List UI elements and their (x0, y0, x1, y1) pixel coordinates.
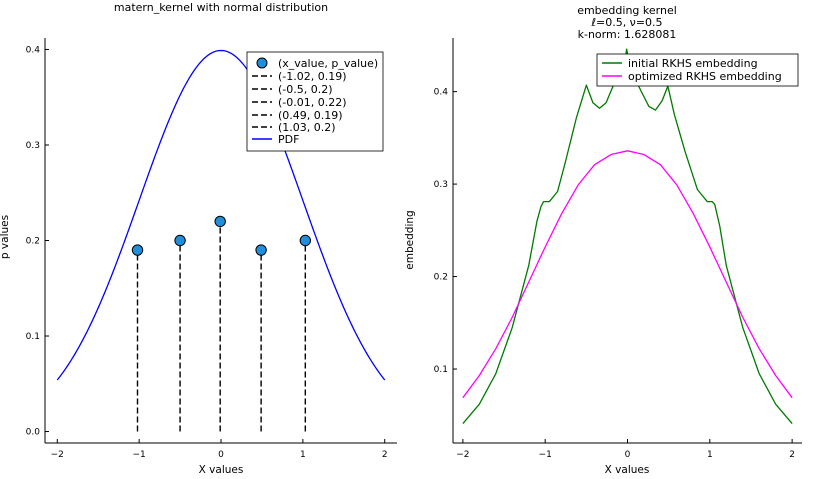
left-pdf-layer (56, 49, 386, 381)
left-x-tick-label: 1 (300, 450, 306, 460)
left-legend-label-stem-5: (1.03, 0.2) (278, 121, 336, 134)
right-x-tick-label: 1 (707, 450, 713, 460)
left-legend: (x_value, p_value) (-1.02, 0.19) (-0.5, … (246, 51, 384, 152)
right-y-tick-label: 0.3 (434, 180, 448, 190)
right-chart-subtitle-1: ℓ=0.5, ν=0.5 (590, 16, 662, 29)
right-y-tick-label: 0.4 (434, 88, 449, 98)
left-chart: matern_kernel with normal distribution X… (0, 1, 397, 476)
left-y-tick-label: 0.2 (26, 237, 40, 247)
left-tick-layer: −2 −1 0 1 2 0.0 0.1 0.2 0.3 0.4 (26, 45, 388, 460)
left-legend-label-pdf: PDF (278, 133, 299, 146)
left-y-axis-label: p values (0, 215, 11, 259)
right-y-tick-label: 0.2 (434, 273, 448, 283)
left-legend-label-stem-3: (-0.01, 0.22) (278, 96, 347, 109)
right-y-tick-label: 0.1 (434, 365, 448, 375)
left-legend-label-points: (x_value, p_value) (278, 57, 378, 70)
right-x-tick-label: −2 (456, 450, 469, 460)
left-legend-label-stem-4: (0.49, 0.19) (278, 109, 343, 122)
optimized-embedding-line (462, 150, 793, 399)
right-x-tick-label: −1 (539, 450, 552, 460)
left-y-tick-label: 0.3 (26, 141, 40, 151)
right-x-tick-label: 0 (625, 450, 631, 460)
left-x-axis-label: X values (199, 464, 244, 476)
right-legend: initial RKHS embedding optimized RKHS em… (596, 53, 799, 87)
initial-embedding-line (462, 48, 793, 425)
right-y-axis-label: embedding (404, 210, 416, 269)
left-legend-box (246, 51, 384, 152)
left-legend-label-stem-2: (-0.5, 0.2) (278, 83, 333, 96)
right-legend-label-optimized: optimized RKHS embedding (628, 70, 782, 83)
left-y-tick-label: 0.0 (26, 428, 41, 438)
left-chart-title: matern_kernel with normal distribution (114, 1, 328, 14)
left-y-tick-label: 0.4 (26, 45, 41, 55)
data-point-3 (214, 215, 226, 228)
data-point-2 (174, 234, 186, 247)
pdf-curve (56, 49, 386, 381)
left-point-layer (131, 215, 312, 256)
right-chart-title: embedding kernel (577, 4, 677, 17)
data-point-5 (299, 234, 312, 247)
left-x-tick-label: 0 (218, 450, 224, 460)
left-y-tick-label: 0.1 (26, 332, 40, 342)
right-x-axis-label: X values (605, 464, 650, 476)
right-series-layer (462, 48, 793, 425)
right-legend-box (596, 53, 799, 87)
left-legend-marker-points (256, 57, 268, 69)
right-tick-layer: −2 −1 0 1 2 0.1 0.2 0.3 0.4 (434, 88, 795, 460)
right-x-tick-label: 2 (789, 450, 795, 460)
data-point-4 (255, 244, 267, 256)
data-point-1 (131, 244, 144, 256)
left-stem-layer (136, 221, 307, 432)
right-chart: embedding kernel ℓ=0.5, ν=0.5 k-norm: 1.… (404, 4, 802, 476)
left-legend-label-stem-1: (-1.02, 0.19) (278, 70, 347, 83)
right-legend-label-initial: initial RKHS embedding (628, 57, 758, 70)
left-x-tick-label: 2 (382, 450, 388, 460)
right-chart-subtitle-2: k-norm: 1.628081 (578, 28, 677, 41)
left-x-tick-label: −1 (132, 450, 145, 460)
left-x-tick-label: −2 (51, 450, 64, 460)
